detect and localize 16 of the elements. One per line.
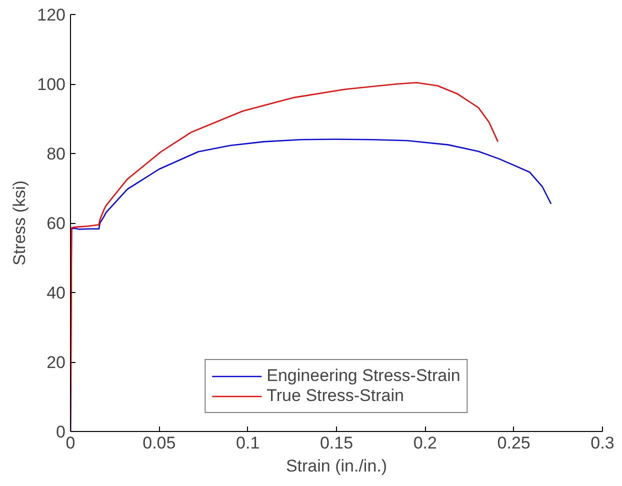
y-axis-title: Stress (ksi) xyxy=(10,180,30,266)
x-tick-label: 0.3 xyxy=(590,434,614,452)
y-tick-label: 60 xyxy=(46,214,66,233)
y-tick-label: 120 xyxy=(37,6,66,24)
y-tick-label: 100 xyxy=(37,75,66,94)
x-tick-label: 0.25 xyxy=(497,434,530,452)
x-tick-label: 0.05 xyxy=(142,434,176,452)
x-tick-label: 0.1 xyxy=(236,434,260,452)
x-axis-title: Strain (in./in.) xyxy=(286,456,388,476)
x-tick-label: 0.2 xyxy=(413,434,437,452)
y-tick-label: 80 xyxy=(46,144,66,164)
y-tick-label: 40 xyxy=(46,284,66,302)
x-tick-label: 0.15 xyxy=(320,434,354,452)
legend-label: Engineering Stress-Strain xyxy=(266,366,460,386)
y-tick-label: 20 xyxy=(46,353,66,372)
legend-label: True Stress-Strain xyxy=(266,386,404,406)
